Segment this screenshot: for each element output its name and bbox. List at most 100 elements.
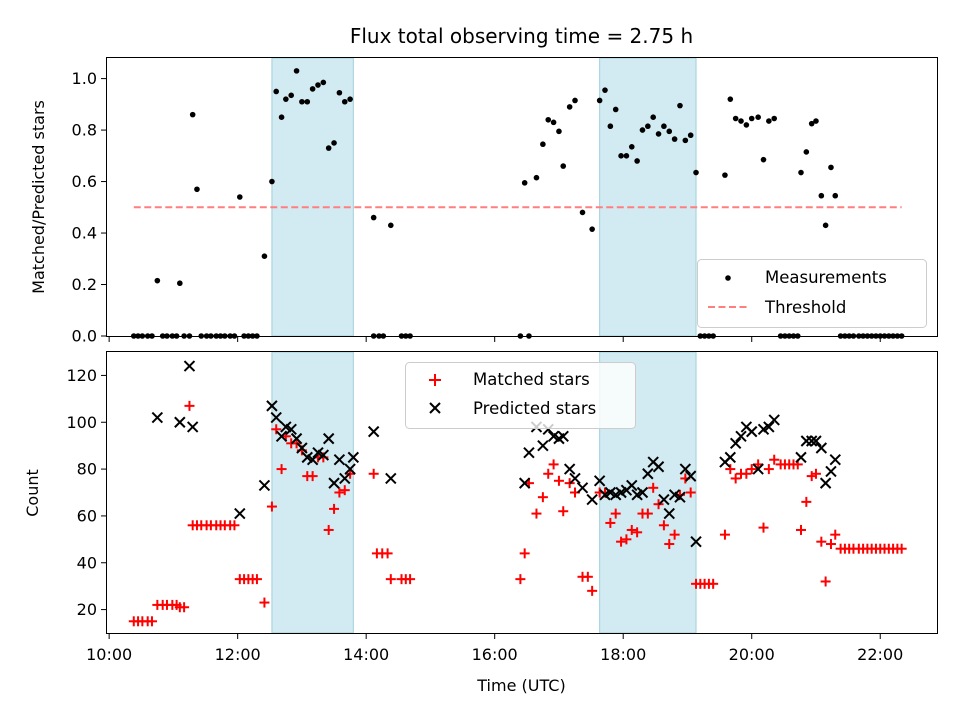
matched-point: [769, 454, 780, 465]
matched-point: [582, 571, 593, 582]
measurement-point: [283, 96, 289, 102]
bottom-x-ticks: 10:00 12:00 14:00 16:00 18:00 20:00 22:00: [86, 633, 903, 664]
predicted-point: [367, 425, 380, 438]
predicted-point: [652, 461, 665, 473]
matched-point: [820, 576, 831, 587]
bottom-y-tick-label: 20: [77, 600, 97, 619]
measurement-point: [693, 169, 699, 176]
measurement-point: [572, 97, 578, 104]
predicted-point: [690, 535, 702, 548]
measurement-point: [832, 192, 839, 199]
measurement-point: [269, 178, 275, 185]
measurement-point: [261, 253, 268, 260]
matched-point: [184, 400, 195, 411]
matched-point: [334, 487, 345, 498]
top-y-tick-label: 0.2: [72, 275, 97, 294]
top-band-1: [599, 57, 697, 337]
measurement-point: [540, 141, 546, 148]
measurement-point: [154, 277, 161, 284]
top-y-ticks: 0.0 0.2 0.4 0.6 0.8 1.0: [72, 69, 107, 346]
measurement-point: [798, 169, 804, 176]
matched-point: [276, 464, 287, 475]
top-x-ticks: [108, 336, 881, 342]
matched-point: [271, 424, 282, 435]
legend-matched-label: Matched stars: [473, 370, 590, 389]
measurement-point: [315, 82, 321, 88]
matched-point: [810, 468, 821, 479]
top-y-axis-label: Matched/Predicted stars: [29, 100, 48, 294]
measurement-point: [370, 214, 377, 221]
matched-point: [339, 485, 350, 496]
measurement-point: [628, 144, 635, 150]
matched-point: [405, 574, 416, 585]
measurement-point: [618, 153, 624, 159]
top-panel: Flux total observing time = 2.75 h 0.00.…: [29, 24, 938, 346]
measurement-point: [822, 222, 829, 229]
bottom-x-tick-label: 14:00: [343, 645, 389, 664]
measurement-point: [671, 136, 678, 142]
matched-point: [564, 478, 575, 489]
bottom-y-axis-label: Count: [23, 469, 42, 517]
matched-point: [368, 468, 379, 479]
chart-title: Flux total observing time = 2.75 h: [350, 24, 693, 48]
measurement-point: [661, 123, 667, 130]
matched-point: [669, 529, 680, 540]
measurement-point: [612, 106, 619, 113]
bottom-plot-frame: [106, 351, 938, 634]
measurement-point: [299, 98, 305, 105]
predicted-point: [290, 432, 303, 445]
measurement-point: [655, 131, 662, 137]
predicted-point: [763, 421, 775, 433]
predicted-point: [658, 493, 670, 506]
bottom-x-tick-label: 22:00: [857, 645, 903, 664]
predicted-point: [819, 477, 832, 489]
measurement-point: [602, 87, 608, 93]
matched-point: [632, 527, 643, 538]
matched-point: [515, 574, 526, 585]
predicted-point: [518, 477, 531, 489]
predicted-point: [183, 360, 196, 372]
measurement-point: [304, 98, 311, 105]
matched-point: [605, 517, 616, 528]
legend-threshold-label: Threshold: [764, 298, 846, 317]
measurement-point: [623, 153, 630, 159]
measurement-point: [771, 115, 778, 122]
bottom-x-tick-label: 12:00: [215, 645, 261, 664]
bottom-x-tick-label: 18:00: [600, 645, 646, 664]
predicted-point: [825, 465, 837, 478]
predicted-point: [151, 411, 164, 424]
measurement-point: [288, 92, 295, 99]
measurement-point: [556, 128, 562, 135]
measurement-point: [748, 115, 755, 122]
bottom-y-ticks: 20 40 60 80 100 120: [66, 366, 107, 619]
x-axis-label: Time (UTC): [476, 676, 565, 695]
measurement-point: [760, 156, 767, 163]
matched-point: [179, 602, 190, 613]
measurement-point: [687, 132, 694, 139]
matched-point: [621, 534, 632, 545]
matched-point: [543, 468, 554, 479]
matched-point: [642, 508, 653, 519]
bottom-panel: 20 40 60 80 100 120 10:00 12:00 14:00 16:00 18:00…: [23, 351, 938, 695]
matched-point: [146, 616, 157, 627]
top-legend: Measurements Threshold: [697, 259, 927, 328]
predicted-point: [186, 421, 199, 433]
bottom-y-tick-label: 120: [66, 366, 97, 385]
measurement-point: [607, 123, 614, 130]
matched-point: [587, 585, 598, 596]
predicted-point: [270, 411, 282, 424]
predicted-point: [258, 479, 271, 492]
measurement-point: [755, 114, 761, 121]
matched-point: [648, 482, 659, 493]
predicted-point: [523, 446, 535, 459]
predicted-point: [569, 472, 581, 485]
measurement-point: [550, 119, 557, 126]
measurement-point: [666, 128, 673, 135]
predicted-point: [266, 400, 278, 412]
bottom-x-tick-label: 16:00: [472, 645, 518, 664]
matched-point: [653, 499, 664, 510]
top-y-tick-label: 0.6: [72, 172, 97, 191]
predicted-point: [768, 414, 780, 426]
predicted-point: [586, 493, 598, 506]
